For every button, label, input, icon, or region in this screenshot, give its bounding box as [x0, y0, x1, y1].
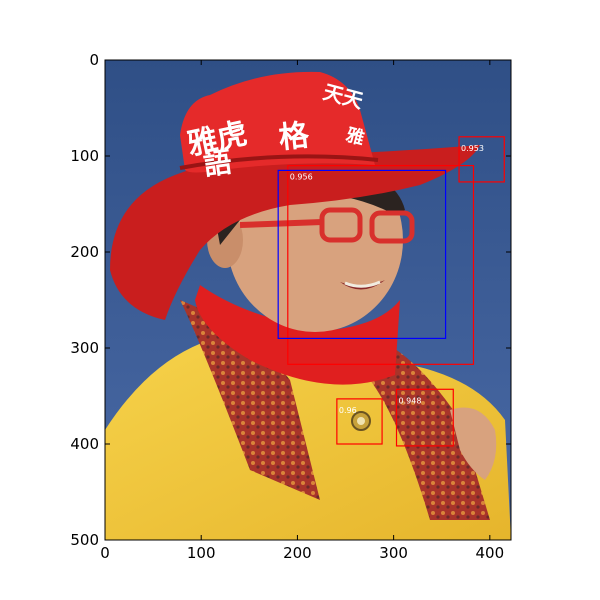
detection-box-5 — [277, 169, 447, 339]
y-tick-label-100: 100 — [70, 147, 99, 165]
detection-score-3: 0.948 — [399, 396, 422, 405]
detection-score-1: 0.956 — [290, 173, 313, 182]
detection-boxes: 0.956 0.953 0.948 0.96 — [277, 136, 505, 447]
x-tick-label-300: 300 — [379, 544, 408, 562]
y-tick-label-500: 500 — [70, 531, 99, 549]
axes-frame — [104, 59, 512, 541]
x-tick-label-400: 400 — [476, 544, 505, 562]
y-tick-label-300: 300 — [70, 339, 99, 357]
hat-text-3: 格 — [277, 118, 311, 156]
hat-text-2: 語 — [201, 145, 233, 182]
x-tick-label-200: 200 — [283, 544, 312, 562]
photo: 雅虎 語 格 天天 雅 — [105, 60, 511, 540]
y-tick-label-200: 200 — [70, 243, 99, 261]
detection-score-2: 0.953 — [461, 144, 484, 153]
detection-box-2 — [458, 136, 505, 183]
detection-box-3 — [395, 388, 454, 447]
detection-score-4: 0.96 — [339, 406, 357, 415]
axis-ticks: 0 100 200 300 400 0 100 200 300 400 500 — [70, 51, 511, 562]
x-tick-label-100: 100 — [187, 544, 216, 562]
detection-box-4 — [336, 398, 383, 445]
detection-box-1 — [287, 165, 475, 365]
y-tick-label-400: 400 — [70, 435, 99, 453]
y-tick-label-0: 0 — [89, 51, 99, 69]
x-tick-label-0: 0 — [100, 544, 110, 562]
